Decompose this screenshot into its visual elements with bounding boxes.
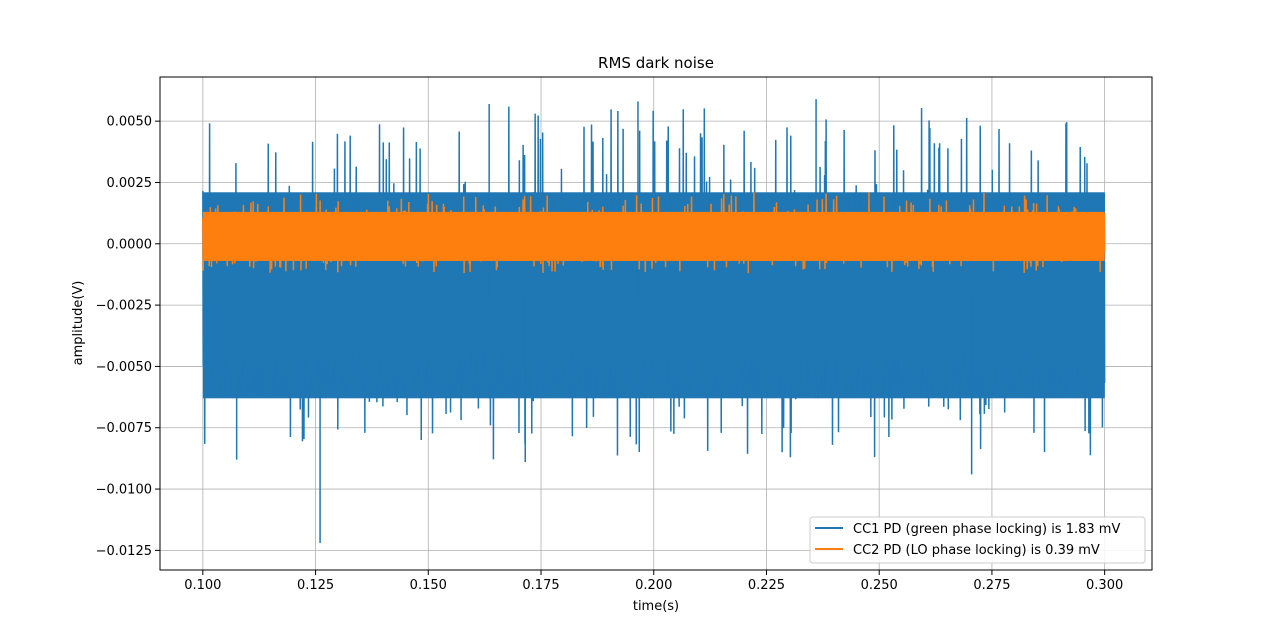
chart-title: RMS dark noise (598, 54, 714, 72)
y-axis-label: amplitude(V) (71, 281, 86, 366)
y-tick-label: −0.0100 (96, 483, 152, 498)
y-tick-label: −0.0125 (96, 544, 152, 559)
x-tick-label: 0.100 (184, 578, 221, 593)
y-tick-label: 0.0050 (107, 115, 153, 130)
x-tick-label: 0.125 (297, 578, 334, 593)
x-tick-label: 0.300 (1086, 578, 1123, 593)
legend-label: CC2 PD (LO phase locking) is 0.39 mV (853, 543, 1100, 558)
x-axis-label: time(s) (633, 599, 679, 614)
x-tick-label: 0.250 (861, 578, 898, 593)
y-tick-label: −0.0075 (96, 421, 152, 436)
legend-label: CC1 PD (green phase locking) is 1.83 mV (853, 522, 1120, 537)
y-tick-label: 0.0025 (107, 176, 153, 191)
legend-box (809, 516, 1146, 564)
y-tick-label: 0.0000 (107, 237, 153, 252)
ticks-layer: 0.100 0.125 0.150 0.175 0.200 0.225 0.250 0.275… (96, 115, 1124, 593)
legend: CC1 PD (green phase locking) is 1.83 mV C… (809, 516, 1146, 564)
axes-frame (159, 76, 1153, 571)
x-tick-label: 0.275 (973, 578, 1010, 593)
y-tick-label: −0.0025 (96, 299, 152, 314)
series-2-line (202, 192, 1106, 274)
x-tick-label: 0.200 (635, 578, 672, 593)
x-tick-label: 0.175 (522, 578, 559, 593)
x-tick-label: 0.150 (410, 578, 447, 593)
x-tick-label: 0.225 (748, 578, 785, 593)
y-tick-label: −0.0050 (96, 360, 152, 375)
series-layer (202, 99, 1106, 544)
